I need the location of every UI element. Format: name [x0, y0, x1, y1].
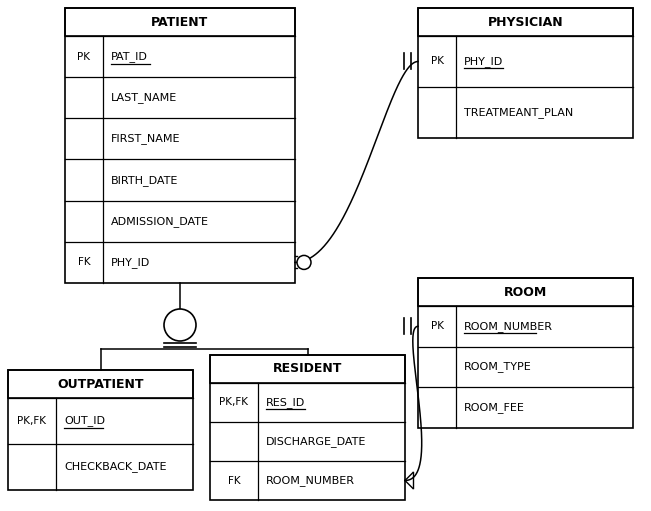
Text: ROOM_NUMBER: ROOM_NUMBER [266, 475, 355, 486]
Text: PHYSICIAN: PHYSICIAN [488, 15, 563, 29]
Bar [210, 355, 405, 383]
Text: PHY_ID: PHY_ID [464, 56, 503, 67]
Text: ROOM_TYPE: ROOM_TYPE [464, 362, 532, 373]
Circle shape [164, 309, 196, 341]
Text: FIRST_NAME: FIRST_NAME [111, 133, 180, 145]
Bar [8, 370, 193, 398]
Text: OUT_ID: OUT_ID [64, 415, 105, 427]
Text: PATIENT: PATIENT [152, 15, 208, 29]
Text: DISCHARGE_DATE: DISCHARGE_DATE [266, 436, 367, 447]
Text: CHECKBACK_DATE: CHECKBACK_DATE [64, 461, 167, 473]
Bar [418, 278, 633, 306]
Text: LAST_NAME: LAST_NAME [111, 92, 177, 103]
Text: PK: PK [430, 57, 443, 66]
Text: PK: PK [430, 321, 443, 331]
Text: BIRTH_DATE: BIRTH_DATE [111, 175, 178, 185]
Text: RESIDENT: RESIDENT [273, 362, 342, 376]
Text: TREATMEANT_PLAN: TREATMEANT_PLAN [464, 107, 574, 118]
Text: ADMISSION_DATE: ADMISSION_DATE [111, 216, 209, 227]
Bar [65, 8, 295, 283]
Bar [65, 8, 295, 36]
Text: PAT_ID: PAT_ID [111, 51, 148, 62]
Text: d: d [176, 318, 184, 332]
Bar [418, 8, 633, 138]
Text: PK,FK: PK,FK [219, 398, 249, 407]
Bar [418, 8, 633, 36]
Text: PHY_ID: PHY_ID [111, 257, 150, 268]
Text: PK: PK [77, 52, 90, 62]
Text: ROOM: ROOM [504, 286, 547, 298]
Bar [210, 355, 405, 500]
Text: PK,FK: PK,FK [18, 416, 46, 426]
Text: ROOM_NUMBER: ROOM_NUMBER [464, 321, 553, 332]
Text: FK: FK [77, 258, 90, 267]
Bar [8, 370, 193, 490]
Text: OUTPATIENT: OUTPATIENT [57, 378, 144, 390]
Text: RES_ID: RES_ID [266, 397, 305, 408]
Bar [418, 278, 633, 428]
Circle shape [297, 256, 311, 269]
Text: FK: FK [228, 476, 240, 485]
Text: ROOM_FEE: ROOM_FEE [464, 402, 525, 413]
